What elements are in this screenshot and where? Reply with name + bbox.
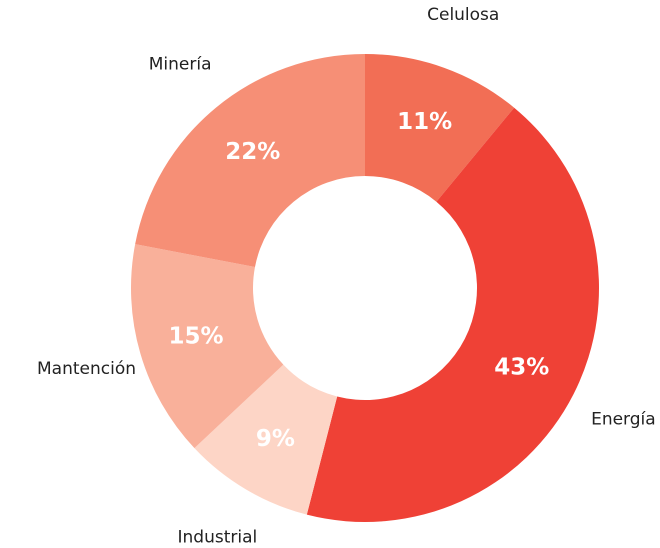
- category-label: Celulosa: [427, 5, 499, 25]
- value-label: 43%: [494, 354, 549, 380]
- category-label: Industrial: [178, 528, 258, 548]
- value-label: 15%: [168, 324, 223, 350]
- slice: [194, 364, 338, 515]
- slice: [306, 107, 600, 523]
- slice: [135, 54, 365, 268]
- value-label: 9%: [256, 426, 295, 452]
- category-label: Energía: [591, 410, 656, 430]
- slice: [131, 244, 284, 449]
- category-label: Mantención: [37, 359, 136, 379]
- value-label: 11%: [397, 109, 452, 135]
- slice: [365, 54, 515, 202]
- category-label: Minería: [149, 55, 212, 75]
- value-label: 22%: [225, 139, 280, 165]
